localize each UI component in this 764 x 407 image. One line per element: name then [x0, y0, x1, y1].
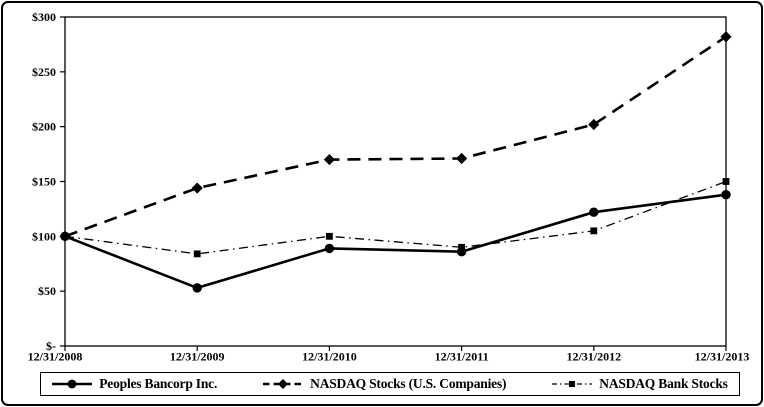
- y-axis-label: $250: [32, 65, 56, 79]
- x-axis-label: 12/31/2009: [170, 350, 225, 364]
- x-axis-label: 12/31/2013: [695, 350, 750, 364]
- legend-label: Peoples Bancorp Inc.: [99, 376, 218, 391]
- y-axis-label: $300: [32, 10, 56, 24]
- x-axis-label: 12/31/2011: [435, 350, 489, 364]
- series-line: [64, 193, 727, 290]
- y-axis-label: $50: [38, 284, 56, 298]
- legend-item: Peoples Bancorp Inc.: [52, 376, 217, 392]
- legend-item: NASDAQ Stocks (U.S. Companies): [263, 376, 506, 392]
- x-axis-label: 12/31/2008: [28, 350, 83, 364]
- y-axis-label: $150: [32, 175, 56, 189]
- legend-label: NASDAQ Bank Stocks: [599, 376, 728, 391]
- legend-square-marker-icon: [552, 381, 593, 387]
- legend-item: NASDAQ Bank Stocks: [552, 376, 728, 392]
- performance-line-chart: $- $50 $100 $150 $200 $250 $300 12/31/2008 12/31…: [28, 10, 750, 364]
- series-line: [64, 35, 727, 238]
- series-line: [64, 180, 727, 255]
- series-diamond: [59, 31, 732, 242]
- y-axis-label: $-: [46, 339, 56, 353]
- chart-legend: Peoples Bancorp Inc. NASDAQ Stocks (U.S. …: [40, 372, 740, 396]
- x-axis-label: 12/31/2010: [302, 350, 357, 364]
- x-axis-label: 12/31/2012: [566, 350, 621, 364]
- plot-area-border: [64, 16, 727, 347]
- y-axis-label: $100: [32, 229, 56, 243]
- y-axis-label: $200: [32, 120, 56, 134]
- legend-label: NASDAQ Stocks (U.S. Companies): [310, 376, 507, 391]
- legend-circle-marker-icon: [52, 379, 93, 389]
- series-square: [61, 178, 730, 258]
- legend-diamond-marker-icon: [263, 379, 304, 389]
